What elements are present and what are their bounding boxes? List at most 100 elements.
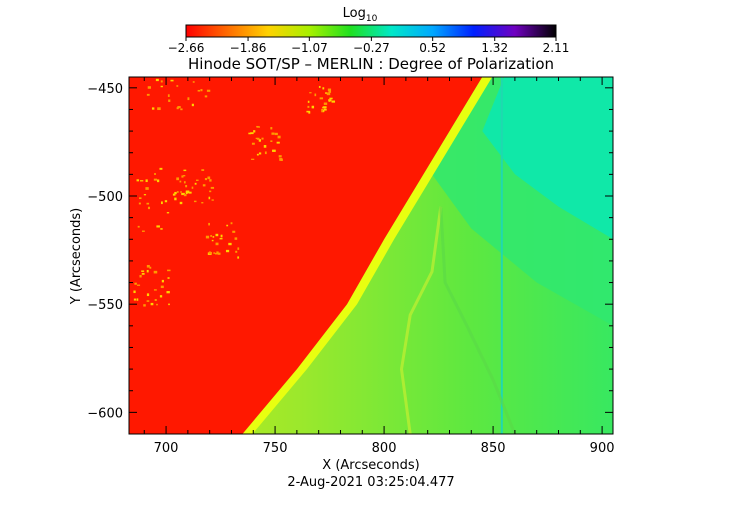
plage-point: [323, 102, 328, 105]
plage-point: [160, 201, 163, 205]
chart-title: Hinode SOT/SP – MERLIN : Degree of Polar…: [188, 55, 554, 73]
plage-point: [160, 228, 163, 230]
x-tick-label: 900: [590, 441, 615, 456]
plage-point: [167, 269, 171, 272]
plage-point: [168, 99, 171, 102]
plage-point: [329, 97, 333, 100]
plage-point: [258, 139, 262, 142]
plage-point: [151, 107, 155, 110]
plage-point: [214, 252, 218, 255]
plage-point: [202, 184, 206, 187]
colorbar-tick-label: 0.52: [419, 41, 446, 55]
plage-point: [264, 151, 267, 155]
plage-point: [136, 298, 139, 301]
plage-point: [134, 282, 137, 285]
plage-point: [225, 249, 230, 253]
plage-speckles: [133, 68, 336, 307]
corona-mid-region: [427, 77, 613, 326]
plage-point: [261, 137, 264, 140]
plage-point: [192, 81, 195, 83]
colorbar: [185, 24, 557, 38]
plage-point: [204, 177, 208, 181]
plage-point: [321, 108, 323, 112]
plage-point: [322, 109, 325, 112]
plage-point: [159, 167, 163, 170]
plage-point: [157, 107, 161, 111]
colorbar-tick-label: 1.32: [481, 41, 508, 55]
plage-point: [146, 293, 150, 297]
plage-point: [251, 158, 255, 160]
plage-point: [185, 185, 188, 188]
colorbar-tick-label: −1.86: [230, 41, 267, 55]
plage-point: [167, 94, 170, 97]
plage-point: [185, 190, 190, 193]
plage-point: [193, 200, 197, 203]
plage-point: [146, 264, 150, 268]
plage-point: [156, 303, 158, 306]
plage-point: [256, 153, 259, 156]
plage-point: [271, 132, 275, 135]
plage-point: [230, 222, 233, 225]
plage-point: [164, 200, 168, 203]
plage-point: [228, 242, 232, 246]
colorbar-tick-label: −1.07: [291, 41, 328, 55]
plage-point: [188, 191, 192, 194]
plage-point: [155, 78, 159, 82]
y-axis-label: Y (Arcseconds): [69, 208, 84, 305]
plage-point: [180, 191, 182, 193]
plage-point: [208, 251, 212, 255]
plage-point: [206, 89, 211, 92]
plage-point: [234, 237, 238, 240]
plage-point: [150, 302, 154, 306]
plage-point: [274, 132, 278, 136]
plage-point: [143, 304, 146, 307]
plage-point: [226, 224, 229, 227]
plage-point: [137, 225, 140, 228]
plage-point: [209, 179, 212, 182]
plage-point: [308, 111, 311, 114]
plage-point: [140, 180, 144, 182]
plage-point: [166, 212, 170, 214]
plage-point: [256, 125, 259, 128]
plage-point: [187, 97, 190, 101]
plage-point: [322, 87, 325, 90]
plage-point: [160, 80, 163, 83]
x-axis-label: X (Arcseconds): [322, 458, 419, 473]
y-tick-label: −450: [87, 82, 123, 97]
plage-point: [323, 108, 327, 111]
plage-point: [220, 234, 223, 238]
plage-point: [201, 202, 204, 204]
loop-structure-left: [399, 206, 443, 434]
plage-point: [211, 199, 214, 201]
plage-point: [176, 85, 179, 87]
plage-point: [146, 202, 150, 205]
plage-point: [160, 74, 162, 75]
plage-point: [311, 105, 315, 109]
plage-point: [147, 86, 151, 89]
x-tick-label: 800: [372, 441, 397, 456]
plage-point: [256, 137, 260, 140]
plage-point: [323, 106, 327, 109]
plage-point: [216, 251, 219, 254]
plage-point: [146, 93, 150, 96]
plage-point: [174, 197, 177, 201]
plage-point: [201, 169, 205, 171]
plage-point: [174, 68, 176, 70]
plage-point: [153, 178, 158, 181]
plage-point: [325, 92, 328, 94]
plage-point: [154, 173, 157, 175]
timestamp: 2-Aug-2021 03:25:04.477: [287, 475, 454, 490]
plage-point: [149, 266, 152, 269]
y-tick-label: −600: [87, 406, 123, 421]
plage-point: [208, 196, 211, 200]
plage-point: [232, 230, 236, 233]
plage-point: [179, 180, 182, 183]
plage-point: [328, 99, 332, 102]
limb-band-region: [242, 77, 493, 434]
plage-point: [168, 303, 170, 306]
colorbar-ticks: −2.66 −1.86 −1.07 −0.27 0.52 1.32 2.11: [168, 37, 570, 55]
plage-point: [147, 206, 151, 210]
corona-upper-region: [482, 77, 613, 240]
colorbar-tick-label: 2.11: [543, 41, 570, 55]
